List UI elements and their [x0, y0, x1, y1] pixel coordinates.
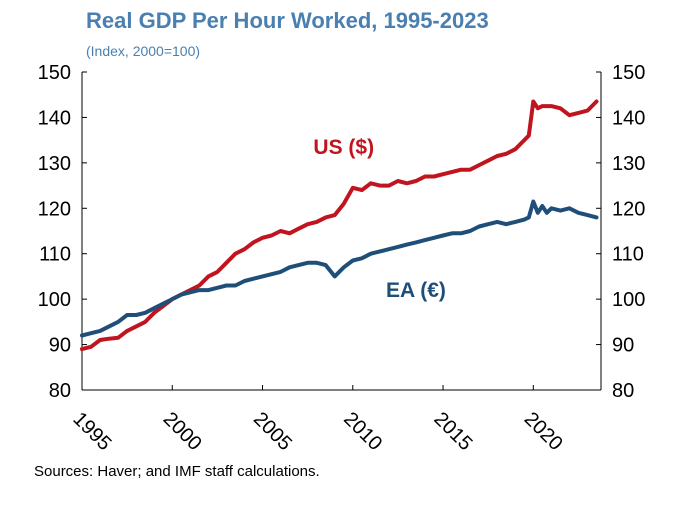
- y-tick-label: 90: [612, 335, 634, 357]
- x-tick-label: 2010: [339, 408, 386, 455]
- series-labels: US ($) EA (€): [313, 136, 446, 302]
- y-tick-label: 110: [39, 244, 71, 266]
- x-axis-ticks: 1995 2000 2005 2010 2015 2020: [68, 385, 567, 455]
- x-tick-label: 2000: [159, 408, 206, 455]
- y-tick-label: 110: [612, 244, 644, 266]
- y-tick-label: 150: [612, 62, 645, 84]
- y-tick-label: 120: [612, 198, 645, 220]
- series-lines: [80, 99, 599, 352]
- y-tick-label: 140: [38, 107, 71, 129]
- y-tick-label: 140: [612, 107, 645, 129]
- x-tick-label: 2020: [520, 408, 567, 455]
- y-tick-label: 120: [38, 198, 71, 220]
- y-tick-label: 80: [49, 380, 71, 402]
- x-tick-label: 2015: [430, 408, 477, 455]
- y-tick-label: 130: [612, 153, 645, 175]
- y-tick-label: 80: [612, 380, 634, 402]
- y-tick-label: 100: [612, 289, 645, 311]
- x-tick-label: 2005: [249, 408, 296, 455]
- ea-series-line: [80, 199, 599, 338]
- chart-title: Real GDP Per Hour Worked, 1995-2023: [86, 8, 489, 33]
- source-note: Sources: Haver; and IMF staff calculatio…: [34, 463, 320, 480]
- y-tick-label: 100: [38, 289, 71, 311]
- left-y-axis-ticks: 80 90 100 110 120 130 140 150: [38, 62, 87, 402]
- chart-subtitle: (Index, 2000=100): [86, 43, 201, 59]
- ea-series-label: EA (€): [386, 279, 446, 302]
- y-tick-label: 90: [49, 335, 71, 357]
- y-tick-label: 130: [38, 153, 71, 175]
- us-series-label: US ($): [313, 136, 374, 159]
- x-tick-label: 1995: [68, 408, 115, 455]
- y-tick-label: 150: [38, 62, 71, 84]
- right-y-axis-ticks: 80 90 100 110 120 130 140 150: [596, 62, 645, 402]
- chart-axes: [81, 72, 602, 391]
